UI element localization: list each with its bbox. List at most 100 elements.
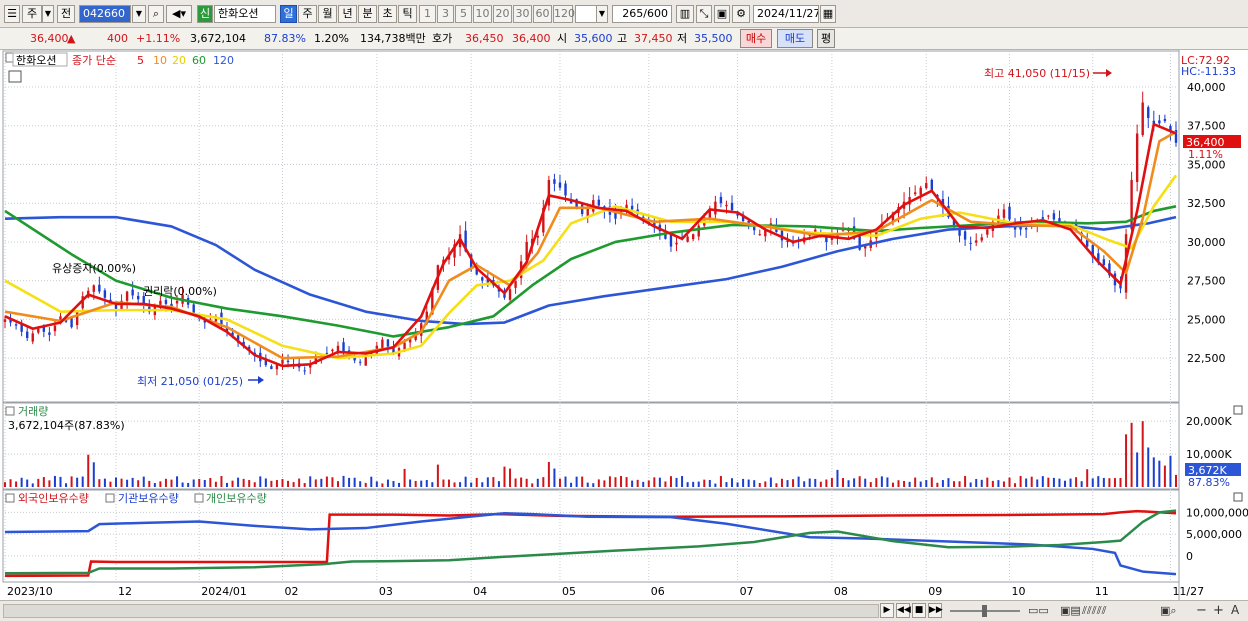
- price-tick-label: 30,000: [1187, 236, 1226, 249]
- candle-body: [1130, 179, 1133, 230]
- stock-name[interactable]: 한화오션: [214, 5, 276, 23]
- interval-20[interactable]: 20: [493, 5, 512, 23]
- volume-bar: [836, 469, 839, 487]
- candle-body: [1108, 263, 1111, 276]
- candle-body: [125, 291, 129, 301]
- candle-body: [952, 219, 956, 227]
- interval-dropdown-icon[interactable]: ▼: [596, 5, 608, 23]
- volume-bar: [603, 480, 606, 487]
- candle-body: [431, 288, 434, 315]
- volume-bar: [570, 482, 573, 487]
- search-icon[interactable]: ⌕: [148, 5, 164, 23]
- volume-bar: [647, 480, 650, 487]
- menu-icon[interactable]: ☰: [4, 5, 20, 23]
- candle-body: [92, 285, 95, 292]
- period-year[interactable]: 년: [338, 5, 357, 23]
- high-annotation: 최고 41,050 (11/15): [984, 67, 1090, 80]
- volume-panel-icon[interactable]: [5, 406, 15, 416]
- candle-body: [81, 296, 84, 309]
- volume-bar: [675, 477, 678, 487]
- interval-120[interactable]: 120: [553, 5, 575, 23]
- scroll-right-icon[interactable]: ▶: [880, 603, 894, 618]
- candle-body: [358, 361, 362, 363]
- candle-body: [830, 237, 834, 240]
- open-label: 시: [557, 32, 568, 45]
- count-input[interactable]: 265/600: [612, 5, 672, 23]
- volume-bar: [481, 482, 484, 487]
- date-input[interactable]: 2024/11/27: [753, 5, 819, 23]
- candle-body: [542, 207, 545, 233]
- chevron-down-icon[interactable]: ▼: [42, 5, 54, 23]
- interval-60[interactable]: 60: [533, 5, 552, 23]
- interval-30[interactable]: 30: [513, 5, 532, 23]
- layout-split-icon[interactable]: ▣▤: [1060, 604, 1081, 617]
- gear-icon[interactable]: ⚙: [732, 5, 750, 23]
- period-month[interactable]: 월: [318, 5, 337, 23]
- speaker-icon[interactable]: ◀▾: [166, 5, 192, 23]
- eval-button[interactable]: 평: [817, 29, 835, 48]
- save-icon[interactable]: ▣: [714, 5, 730, 23]
- period-second[interactable]: 초: [378, 5, 397, 23]
- candle-body: [719, 196, 723, 204]
- candle-type-icon[interactable]: ▥: [676, 5, 694, 23]
- candle-body: [675, 242, 678, 245]
- x-tick-label: 03: [379, 585, 393, 598]
- holding-panel-icon[interactable]: [5, 493, 15, 503]
- volume-bar: [409, 479, 412, 487]
- period-week[interactable]: 주: [298, 5, 317, 23]
- volume-bar: [142, 476, 145, 487]
- chart-area[interactable]: 40,000 37,500 35,000 32,500 30,000 27,500 25,0…: [0, 50, 1248, 621]
- interval-3[interactable]: 3: [437, 5, 454, 23]
- interval-1[interactable]: 1: [419, 5, 436, 23]
- volume-bar: [631, 480, 634, 487]
- code-input[interactable]: 042660: [79, 5, 131, 23]
- candle-body: [614, 211, 617, 219]
- candle-body: [1135, 133, 1139, 182]
- volume-bar: [703, 479, 706, 487]
- volume-bar: [31, 483, 34, 487]
- zoom-slider-thumb[interactable]: [982, 605, 987, 617]
- font-size-icon[interactable]: A: [1231, 603, 1240, 617]
- ma-line-120: [4, 215, 1177, 326]
- period-minute[interactable]: 분: [358, 5, 377, 23]
- zoom-out-icon[interactable]: −: [1196, 603, 1207, 618]
- market-select[interactable]: 주: [22, 5, 42, 23]
- candle-body: [25, 331, 29, 339]
- interval-5[interactable]: 5: [455, 5, 472, 23]
- zoom-in-icon[interactable]: +: [1213, 603, 1224, 618]
- horizontal-scrollbar[interactable]: [3, 604, 879, 618]
- calendar-icon[interactable]: ▦: [820, 5, 836, 23]
- period-day[interactable]: 일: [280, 5, 297, 23]
- sell-button[interactable]: 매도: [777, 29, 813, 48]
- chart-svg[interactable]: 40,000 37,500 35,000 32,500 30,000 27,500 25,0…: [0, 50, 1248, 600]
- holding-close-icon[interactable]: [1233, 492, 1243, 502]
- code-dropdown-icon[interactable]: ▼: [132, 5, 146, 23]
- candle-body: [1102, 259, 1106, 266]
- current-rate-label: 1.11%: [1188, 148, 1223, 161]
- buy-button[interactable]: 매수: [740, 29, 772, 48]
- volume-bar: [542, 477, 545, 487]
- layout-icon[interactable]: ▭▭: [1028, 604, 1049, 617]
- candle-body: [381, 339, 384, 350]
- period-tick[interactable]: 틱: [398, 5, 417, 23]
- calculator-icon[interactable]: [8, 70, 22, 83]
- prev-button[interactable]: 전: [57, 5, 75, 23]
- step-forward-icon[interactable]: ▶▶: [928, 603, 943, 618]
- step-back-icon[interactable]: ◀◀: [896, 603, 911, 618]
- candle-body: [625, 204, 628, 209]
- tool-icons[interactable]: ▣⌕: [1160, 604, 1177, 617]
- candle-body: [3, 319, 7, 322]
- volume-bar: [364, 482, 367, 487]
- individual-legend: 개인보유수량: [206, 492, 267, 505]
- draw-line-icons[interactable]: ⫽⫽⫽⫽⫽: [1082, 604, 1107, 617]
- candle-body: [336, 345, 340, 351]
- interval-10[interactable]: 10: [473, 5, 492, 23]
- volume-close-icon[interactable]: [1233, 405, 1243, 415]
- candle-body: [9, 318, 12, 323]
- candle-body: [48, 332, 51, 335]
- draw-tool-icon[interactable]: ⤡: [696, 5, 712, 23]
- volume-bar: [287, 480, 290, 487]
- candle-body: [264, 360, 268, 366]
- stop-icon[interactable]: ■: [912, 603, 926, 618]
- candle-body: [303, 370, 306, 372]
